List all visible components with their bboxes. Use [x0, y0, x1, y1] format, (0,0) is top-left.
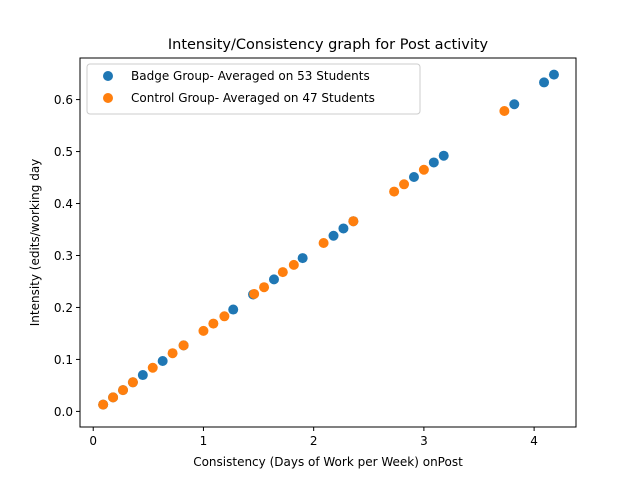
legend-marker-badge: [103, 71, 113, 81]
legend-marker-control: [103, 93, 113, 103]
x-tick-label-3: 3: [420, 434, 428, 448]
badge-point-12: [338, 223, 349, 234]
x-tick-label-1: 1: [200, 434, 208, 448]
data-points: [98, 69, 559, 410]
badge-point-15: [428, 157, 439, 168]
badge-point-19: [548, 69, 559, 80]
control-point-14: [318, 238, 329, 249]
axis-ticks: 0 1 2 3 4 0.0 0.1 0.2 0.3 0.4 0.5 0.6: [54, 93, 538, 448]
badge-point-16: [438, 150, 449, 161]
control-point-12: [277, 267, 288, 278]
control-point-15: [348, 216, 359, 227]
control-point-1: [108, 392, 119, 403]
y-axis-label: Intensity (edits/working day: [28, 159, 42, 327]
badge-point-10: [297, 253, 308, 264]
badge-point-17: [509, 99, 520, 110]
control-point-3: [127, 377, 138, 388]
y-tick-label-0: 0.0: [54, 405, 73, 419]
badge-point-11: [328, 230, 339, 241]
control-point-6: [178, 340, 189, 351]
control-point-10: [249, 288, 260, 299]
x-tick-label-4: 4: [530, 434, 538, 448]
badge-point-5: [157, 356, 168, 366]
control-point-19: [499, 106, 510, 117]
chart-title: Intensity/Consistency graph for Post act…: [168, 37, 489, 53]
x-tick-label-0: 0: [89, 434, 97, 448]
control-point-17: [399, 179, 410, 190]
control-point-5: [167, 348, 178, 359]
y-tick-label-2: 0.2: [54, 301, 73, 315]
badge-point-9: [268, 274, 279, 285]
legend-box: [86, 63, 421, 115]
control-point-9: [219, 311, 230, 322]
x-tick-label-2: 2: [310, 434, 318, 448]
badge-point-14: [408, 172, 419, 183]
legend-label-control: Control Group- Averaged on 47 Students: [131, 91, 375, 105]
legend-label-badge: Badge Group- Averaged on 53 Students: [131, 69, 370, 83]
control-point-13: [288, 259, 299, 270]
y-tick-label-3: 0.3: [54, 249, 73, 263]
control-point-4: [147, 362, 158, 373]
control-point-2: [117, 385, 128, 396]
plot-frame: [79, 57, 577, 428]
y-tick-label-5: 0.5: [54, 145, 73, 159]
badge-point-7: [228, 304, 239, 315]
y-tick-label-1: 0.1: [54, 353, 73, 367]
badge-point-18: [539, 77, 550, 88]
control-point-18: [418, 164, 429, 175]
y-tick-label-4: 0.4: [54, 197, 73, 211]
control-point-16: [389, 186, 400, 197]
y-tick-label-6: 0.6: [54, 93, 73, 107]
x-axis-label: Consistency (Days of Work per Week) onPo…: [193, 455, 463, 469]
badge-point-4: [137, 370, 148, 381]
control-point-8: [208, 318, 219, 329]
legend: Badge Group- Averaged on 53 Students Con…: [86, 63, 421, 115]
control-point-7: [198, 325, 209, 336]
control-point-11: [259, 282, 270, 293]
control-point-0: [98, 399, 109, 410]
